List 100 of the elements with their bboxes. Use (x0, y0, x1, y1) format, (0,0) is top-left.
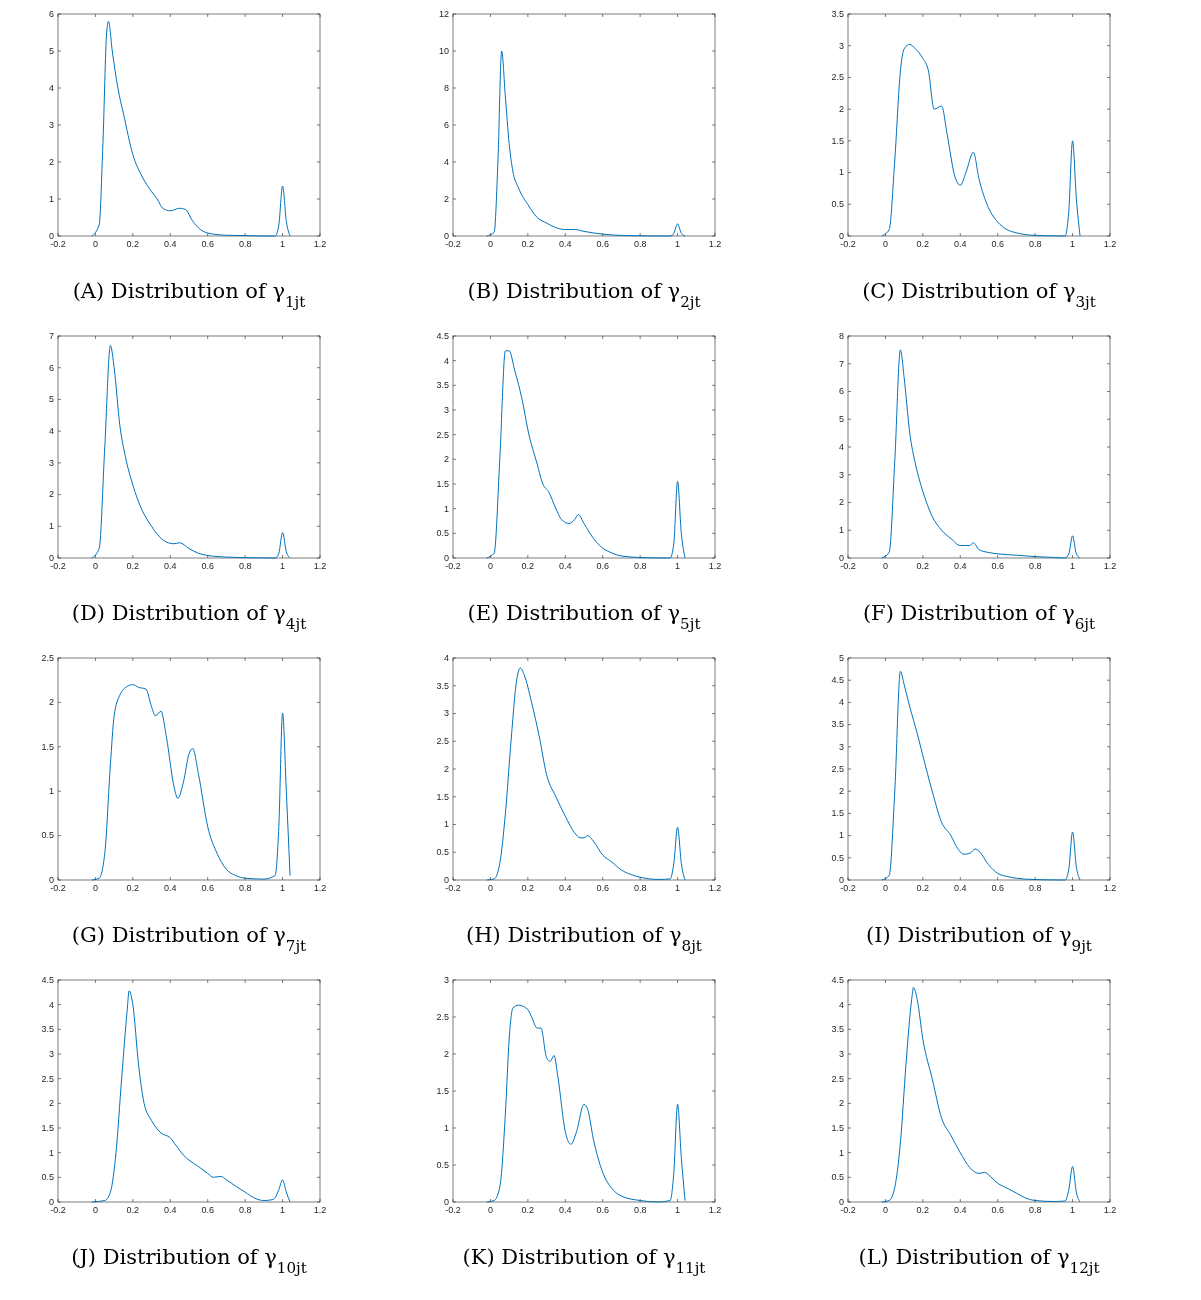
text: (J) Distribution of γ$_{10jt}$ (71, 1245, 307, 1277)
y-tick-label: 0.5 (41, 830, 54, 841)
x-tick-label: 1 (280, 1205, 286, 1215)
text: (F) Distribution of γ$_{6jt}$ (862, 601, 1096, 633)
y-tick-label: 4 (443, 156, 449, 167)
y-tick-label: 1 (48, 521, 54, 532)
x-tick-label: 0.4 (559, 561, 572, 571)
y-tick-label: 3 (838, 469, 844, 480)
x-tick-label: 1 (675, 561, 681, 571)
text: (E) Distribution of γ$_{5jt}$ (467, 601, 701, 633)
y-tick-label: 1.5 (436, 478, 449, 489)
x-tick-label: 0.6 (201, 883, 214, 893)
y-tick-label: 4.5 (436, 330, 449, 341)
y-tick-label: 4 (838, 441, 844, 452)
line-series (881, 986, 1081, 1203)
x-tick-label: 0 (487, 561, 493, 571)
y-tick-label: 1 (443, 1122, 449, 1133)
y-tick-label: 2 (443, 763, 449, 774)
y-tick-label: 10 (438, 45, 449, 56)
x-tick-label: 1.2 (1103, 1205, 1117, 1215)
y-tick-label: 3 (838, 40, 844, 51)
y-tick-label: 0 (838, 230, 844, 241)
x-tick-label: 1 (675, 1205, 681, 1215)
x-tick-label: 1.2 (1103, 561, 1117, 571)
x-tick-label: 0 (487, 239, 493, 249)
y-tick-label: 0 (48, 230, 54, 241)
x-tick-label: -0.2 (50, 561, 66, 571)
x-tick-label: 0.4 (954, 1205, 967, 1215)
x-tick-label: 1 (1070, 239, 1076, 249)
y-tick-label: 7 (838, 358, 844, 369)
y-tick-label: 5 (838, 652, 844, 663)
y-tick-label: 0 (443, 230, 449, 241)
text: (G) Distribution of γ$_{7jt}$ (71, 923, 307, 955)
x-tick-label: 1 (1070, 883, 1076, 893)
y-tick-label: 2.5 (831, 72, 844, 83)
x-tick-label: 0.4 (954, 561, 967, 571)
y-tick-label: 4.5 (831, 675, 844, 686)
y-tick-label: 0 (443, 552, 449, 563)
y-tick-label: 3 (443, 974, 449, 985)
y-tick-label: 0 (48, 552, 54, 563)
x-tick-label: 1.2 (708, 883, 722, 893)
text: (D) Distribution of γ$_{4jt}$ (71, 601, 307, 633)
x-tick-label: 1.2 (313, 1205, 327, 1215)
x-tick-label: 0.4 (164, 1205, 177, 1215)
y-tick-label: 1.5 (831, 1122, 844, 1133)
y-tick-label: 2.5 (436, 1011, 449, 1022)
y-tick-label: 4 (838, 999, 844, 1010)
x-tick-label: 0.4 (164, 239, 177, 249)
x-tick-label: 0.6 (201, 1205, 214, 1215)
x-tick-label: 1 (675, 239, 681, 249)
y-tick-label: 2 (443, 193, 449, 204)
x-tick-label: 0.6 (991, 883, 1004, 893)
y-tick-label: 0 (838, 1196, 844, 1207)
y-tick-label: 1.5 (831, 808, 844, 819)
y-tick-label: 0 (48, 874, 54, 885)
x-tick-label: 0.8 (633, 561, 647, 571)
y-tick-label: 3.5 (831, 719, 844, 730)
x-tick-label: 0.2 (126, 883, 140, 893)
x-tick-label: 0 (92, 883, 98, 893)
y-tick-label: 1 (443, 503, 449, 514)
x-tick-label: 0 (882, 239, 888, 249)
x-tick-label: 1.2 (708, 561, 722, 571)
y-tick-label: 5 (48, 45, 54, 56)
line-series (91, 990, 291, 1203)
y-tick-label: 2 (443, 454, 449, 465)
y-tick-label: 8 (838, 330, 844, 341)
y-tick-label: 6 (48, 362, 54, 373)
x-tick-label: -0.2 (50, 1205, 66, 1215)
x-tick-label: -0.2 (445, 1205, 461, 1215)
x-tick-label: 1.2 (313, 883, 327, 893)
x-tick-label: 0.4 (559, 883, 572, 893)
line-series (486, 1004, 686, 1203)
x-tick-label: 0.8 (1028, 1205, 1042, 1215)
y-tick-label: 4 (48, 426, 54, 437)
x-tick-label: 0.4 (954, 883, 967, 893)
y-tick-label: 4.5 (41, 974, 54, 985)
x-tick-label: 0.6 (201, 561, 214, 571)
y-tick-label: 0 (443, 1196, 449, 1207)
y-tick-label: 2 (48, 156, 54, 167)
x-tick-label: 0.8 (1028, 239, 1042, 249)
y-tick-label: 2.5 (436, 736, 449, 747)
y-tick-label: 2 (48, 489, 54, 500)
y-tick-label: 3.5 (831, 1024, 844, 1035)
text: (H) Distribution of γ$_{8jt}$ (466, 923, 702, 955)
x-tick-label: 1 (1070, 561, 1076, 571)
y-tick-label: 2.5 (436, 429, 449, 440)
y-tick-label: 0.5 (436, 1159, 449, 1170)
y-tick-label: 2.5 (41, 652, 54, 663)
y-tick-label: 2.5 (831, 1073, 844, 1084)
y-tick-label: 3 (838, 1048, 844, 1059)
x-tick-label: 0 (487, 1205, 493, 1215)
y-tick-label: 3 (838, 741, 844, 752)
y-tick-label: 2 (48, 1098, 54, 1109)
x-tick-label: -0.2 (840, 883, 856, 893)
y-tick-label: 2 (443, 1048, 449, 1059)
y-tick-label: 4 (838, 697, 844, 708)
line-series (881, 670, 1081, 881)
y-tick-label: 2 (48, 697, 54, 708)
x-tick-label: 0.2 (916, 239, 930, 249)
line-series (486, 50, 686, 237)
